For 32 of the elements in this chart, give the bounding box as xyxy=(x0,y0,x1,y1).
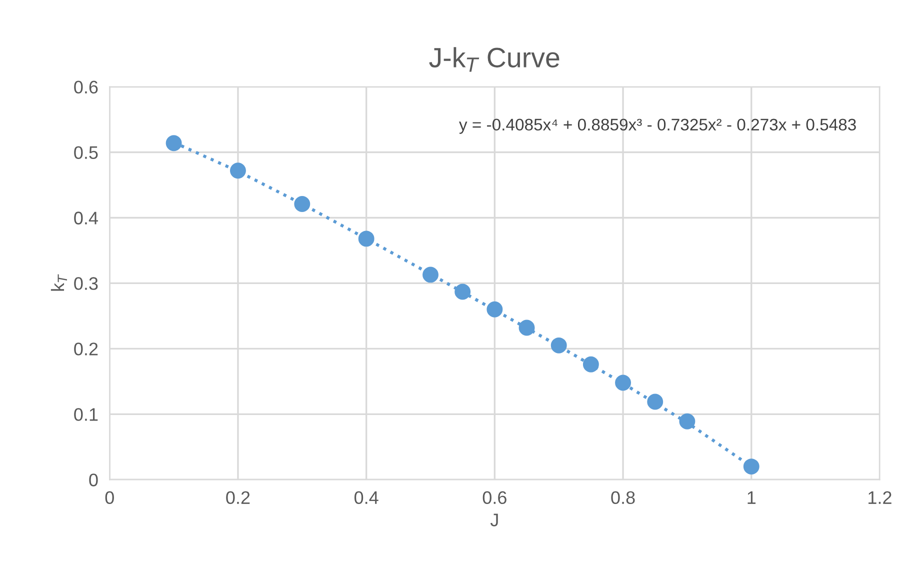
point xyxy=(294,196,310,212)
point xyxy=(454,284,471,300)
x-tick-label: 0.6 xyxy=(482,491,506,504)
point xyxy=(679,413,696,430)
y-tick-label: 0.1 xyxy=(74,408,98,421)
point xyxy=(582,356,599,372)
y-tick-label: 0.2 xyxy=(74,342,98,356)
point xyxy=(550,337,567,354)
x-tick-label: 0.4 xyxy=(354,491,378,504)
point xyxy=(486,301,503,318)
annotation: y = -0.4085x⁴ + 0.8859x³ - 0.7325x² - 0.273x + 0.5483 xyxy=(458,118,856,134)
x-tick-label: 1.2 xyxy=(868,491,892,504)
y-tick-label: 0.3 xyxy=(74,277,98,290)
x-axis-title: J xyxy=(490,514,498,526)
y-tick-label: 0.5 xyxy=(74,146,98,159)
y-axis-title: k$_{T}$ xyxy=(50,274,67,291)
point xyxy=(647,394,664,410)
y-tick-label: 0.4 xyxy=(74,212,98,224)
point xyxy=(615,374,632,391)
x-tick-label: 0.2 xyxy=(226,491,250,504)
point xyxy=(230,162,246,179)
point xyxy=(518,320,535,336)
chart-title: J-k$_{T}$ Curve xyxy=(429,47,560,72)
x-tick-label: 0.8 xyxy=(611,491,635,504)
y-tick-label: 0 xyxy=(89,474,98,486)
x-tick-label: 1 xyxy=(748,491,756,504)
point xyxy=(422,266,438,283)
point xyxy=(166,135,182,152)
y-tick-label: 0.6 xyxy=(74,80,98,94)
x-tick-label: 0 xyxy=(105,491,114,504)
point xyxy=(358,230,374,247)
point xyxy=(743,458,760,475)
